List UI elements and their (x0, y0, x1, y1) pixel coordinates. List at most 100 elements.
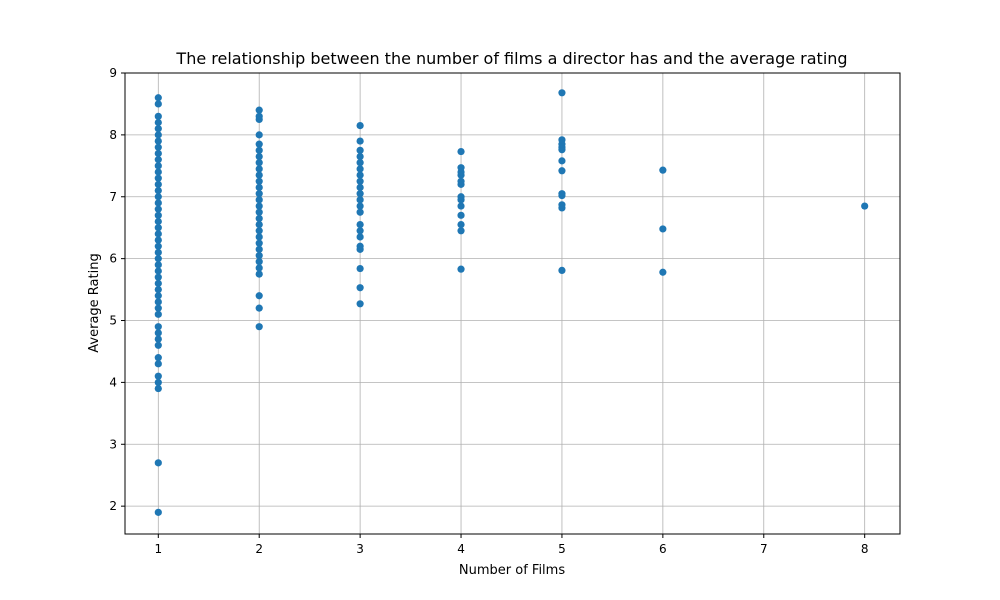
y-axis-label: Average Rating (87, 253, 102, 352)
data-point (356, 221, 364, 229)
x-tick-label: 7 (760, 542, 768, 556)
data-point (356, 159, 364, 167)
x-tick-label: 6 (659, 542, 667, 556)
data-point (255, 159, 263, 167)
data-point (255, 131, 263, 139)
data-point (154, 267, 162, 275)
data-point (154, 304, 162, 312)
data-point (154, 125, 162, 133)
data-point (154, 354, 162, 362)
data-point (255, 146, 263, 154)
data-point (558, 266, 566, 274)
data-point (154, 279, 162, 287)
data-point (154, 162, 162, 170)
data-point (255, 177, 263, 185)
data-point (356, 227, 364, 235)
data-point (154, 508, 162, 516)
data-point (255, 264, 263, 272)
data-point (356, 196, 364, 204)
data-point (255, 208, 263, 216)
data-point (255, 292, 263, 300)
data-point (154, 174, 162, 182)
data-point (356, 165, 364, 173)
data-point (457, 177, 465, 185)
data-point (356, 152, 364, 161)
data-point (457, 202, 465, 210)
data-point (255, 245, 263, 253)
data-point (659, 166, 667, 174)
data-point (154, 100, 162, 108)
x-tick-label: 3 (356, 542, 364, 556)
data-point (356, 121, 364, 130)
data-point (255, 183, 263, 192)
data-point (255, 196, 263, 204)
data-point (255, 239, 263, 247)
data-point (457, 227, 465, 235)
data-points (154, 89, 869, 516)
data-point (154, 341, 162, 349)
data-point (457, 265, 465, 273)
data-point (154, 329, 162, 337)
data-point (154, 378, 162, 386)
data-point (356, 300, 364, 308)
data-point (255, 171, 263, 179)
data-point (154, 156, 162, 164)
data-point (255, 251, 263, 260)
data-point (558, 136, 566, 144)
data-point (356, 208, 364, 216)
data-point (255, 106, 263, 114)
data-point (356, 264, 364, 273)
data-point (154, 193, 162, 201)
data-point (356, 137, 364, 145)
data-point (154, 310, 162, 318)
chart-title: The relationship between the number of f… (175, 49, 847, 68)
data-point (154, 292, 162, 300)
x-axis-label: Number of Films (459, 563, 565, 578)
data-point (154, 242, 162, 250)
data-point (558, 89, 566, 97)
data-point (255, 140, 263, 148)
data-point (154, 323, 162, 331)
data-point (255, 258, 263, 266)
x-tick-label: 1 (154, 542, 162, 556)
data-point (255, 323, 263, 331)
data-point (154, 211, 162, 219)
data-point (154, 224, 162, 232)
data-point (861, 202, 869, 210)
y-tick-label: 9 (109, 66, 117, 80)
data-point (154, 168, 162, 176)
x-tick-label: 8 (861, 542, 869, 556)
data-point (154, 248, 162, 257)
data-point (255, 112, 263, 120)
data-point (659, 268, 667, 276)
data-point (255, 270, 263, 278)
y-tick-label: 4 (109, 375, 117, 389)
data-point (154, 217, 162, 226)
data-point (255, 233, 263, 241)
data-point (154, 131, 162, 139)
y-tick-label: 6 (109, 252, 117, 266)
data-point (356, 233, 364, 241)
data-point (154, 459, 162, 467)
data-point (154, 199, 162, 207)
data-point (457, 164, 465, 172)
data-point (154, 186, 162, 195)
data-point (154, 112, 162, 120)
data-point (356, 177, 364, 185)
axes: 1 2 3 4 5 6 7 8 2 3 4 5 6 7 8 9 (109, 66, 901, 556)
data-point (558, 157, 566, 165)
data-point (255, 304, 263, 312)
data-point (356, 202, 364, 210)
data-point (154, 273, 162, 281)
data-point (255, 190, 263, 198)
data-point (457, 221, 465, 229)
x-tick-label: 2 (255, 542, 263, 556)
data-point (154, 205, 162, 213)
data-point (457, 147, 465, 156)
data-point (659, 225, 667, 233)
x-tick-label: 5 (558, 542, 566, 556)
data-point (356, 171, 364, 179)
data-point (154, 360, 162, 368)
data-point (154, 143, 162, 151)
grid-lines (125, 72, 900, 534)
